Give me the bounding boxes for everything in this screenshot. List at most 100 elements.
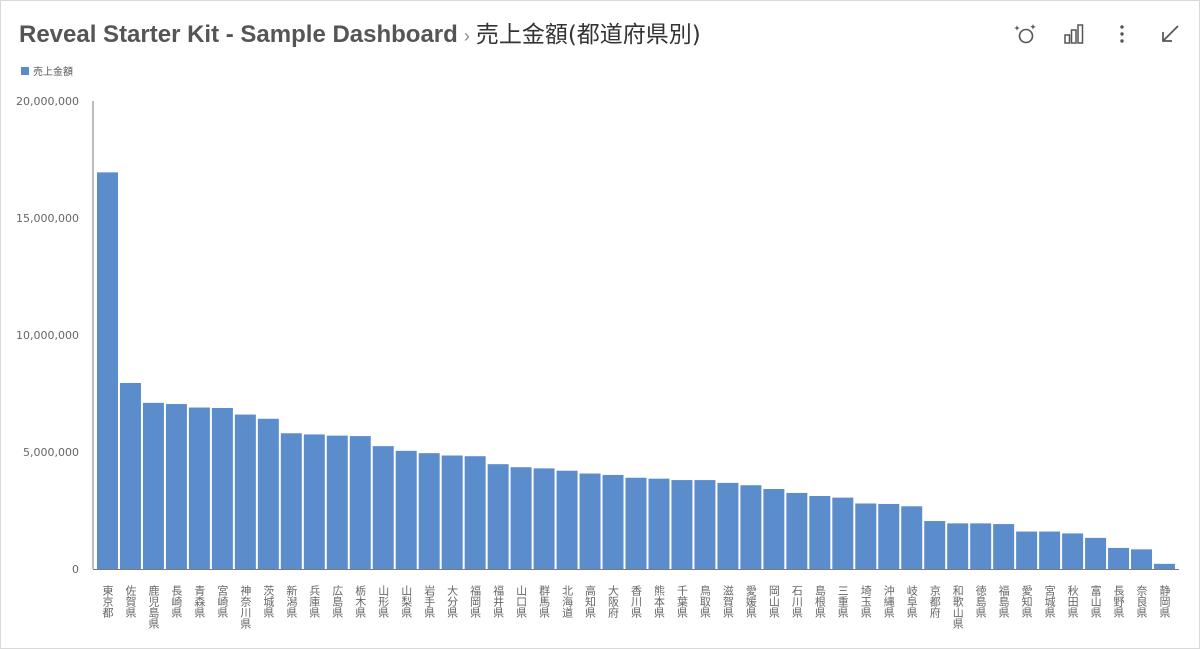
x-tick-label: 佐賀県 <box>124 584 137 619</box>
bar <box>97 172 118 569</box>
x-tick-label: 鳥取県 <box>698 584 711 619</box>
x-tick-label: 富山県 <box>1089 584 1102 619</box>
bar <box>993 524 1015 569</box>
legend-label: 売上金額 <box>33 67 73 78</box>
x-tick-label: 山口県 <box>515 585 528 619</box>
bar <box>947 523 969 569</box>
more-options-button[interactable] <box>1107 19 1137 49</box>
bar <box>556 470 578 569</box>
bar <box>763 488 785 569</box>
dashboard-title[interactable]: Reveal Starter Kit - Sample Dashboard <box>19 21 458 48</box>
bar <box>1108 547 1130 569</box>
chart-type-button[interactable] <box>1059 19 1089 49</box>
y-tick-label: 10,000,000 <box>16 329 79 342</box>
chart-legend: 売上金額 <box>21 63 73 78</box>
bar <box>533 468 555 569</box>
x-tick-label: 奈良県 <box>1135 584 1148 619</box>
bar <box>970 523 992 569</box>
x-tick-label: 和歌山県 <box>951 585 964 630</box>
bar <box>119 382 141 569</box>
ai-insights-icon <box>1014 24 1036 44</box>
bar <box>326 435 348 569</box>
widget-toolbar <box>1011 19 1185 49</box>
bar <box>1016 531 1038 569</box>
x-tick-label: 山梨県 <box>400 585 413 619</box>
bar <box>510 467 532 569</box>
bar <box>648 478 670 569</box>
x-tick-label: 青森県 <box>193 585 206 619</box>
bar <box>924 521 946 569</box>
x-tick-label: 岩手県 <box>423 584 436 619</box>
bar <box>487 464 509 569</box>
bar <box>418 453 440 569</box>
x-tick-label: 石川県 <box>790 585 803 619</box>
x-tick-label: 宮崎県 <box>216 584 229 619</box>
x-tick-label: 高知県 <box>584 584 597 619</box>
bar <box>395 450 417 569</box>
legend-swatch <box>21 66 29 75</box>
bar <box>234 414 256 569</box>
bar <box>786 492 808 569</box>
bar <box>257 418 279 569</box>
x-tick-label: 秋田県 <box>1066 584 1079 619</box>
bar <box>855 503 877 569</box>
x-tick-label: 神奈川県 <box>239 584 252 630</box>
minimize-button[interactable] <box>1155 19 1185 49</box>
x-tick-label: 島根県 <box>813 584 826 619</box>
x-tick-label: 千葉県 <box>675 585 688 619</box>
bar <box>1154 563 1175 569</box>
x-tick-label: 愛知県 <box>1020 585 1033 619</box>
bar <box>740 485 762 569</box>
bar <box>625 477 647 569</box>
bar <box>579 473 601 569</box>
x-tick-label: 長野県 <box>1112 585 1125 619</box>
x-tick-label: 福島県 <box>997 584 1010 619</box>
y-tick-label: 20,000,000 <box>16 95 79 108</box>
bar <box>671 480 693 569</box>
x-tick-label: 東京都 <box>101 585 114 618</box>
x-tick-label: 鹿児島県 <box>147 584 160 630</box>
x-tick-label: 長崎県 <box>170 585 183 619</box>
x-tick-label: 大阪府 <box>607 584 620 619</box>
bar <box>832 497 854 569</box>
x-tick-label: 岐阜県 <box>905 585 918 619</box>
bar <box>372 446 394 569</box>
x-tick-label: 北海道 <box>561 585 574 618</box>
x-tick-label: 愛媛県 <box>744 585 757 619</box>
bar <box>165 404 187 569</box>
bar <box>878 503 900 569</box>
minimize-icon <box>1162 25 1179 42</box>
x-tick-label: 茨城県 <box>262 584 275 619</box>
bar <box>1039 531 1061 569</box>
bar <box>211 408 233 569</box>
bar <box>188 407 210 569</box>
x-tick-label: 広島県 <box>331 585 344 619</box>
x-tick-label: 福岡県 <box>469 584 482 619</box>
chart-type-icon <box>1064 24 1084 44</box>
x-tick-label: 滋賀県 <box>721 585 734 619</box>
x-tick-label: 徳島県 <box>974 585 987 619</box>
x-tick-label: 宮城県 <box>1043 584 1056 619</box>
bar <box>602 474 624 569</box>
x-tick-label: 埼玉県 <box>859 584 872 619</box>
bar <box>142 402 164 569</box>
bar <box>441 455 463 569</box>
bar <box>280 433 302 569</box>
breadcrumb-separator: › <box>463 26 470 46</box>
x-tick-label: 福井県 <box>492 584 505 619</box>
bar <box>464 456 486 569</box>
bar <box>1085 537 1107 569</box>
bar <box>1131 549 1153 569</box>
x-tick-label: 三重県 <box>836 585 849 619</box>
y-tick-label: 15,000,000 <box>16 212 79 225</box>
x-tick-label: 大分県 <box>446 584 459 619</box>
bar <box>1062 533 1084 569</box>
bar <box>717 482 739 569</box>
bar <box>349 436 371 569</box>
x-tick-label: 香川県 <box>630 585 643 619</box>
x-tick-label: 兵庫県 <box>308 585 321 619</box>
ai-insights-button[interactable] <box>1011 19 1041 49</box>
x-tick-label: 新潟県 <box>285 584 298 619</box>
